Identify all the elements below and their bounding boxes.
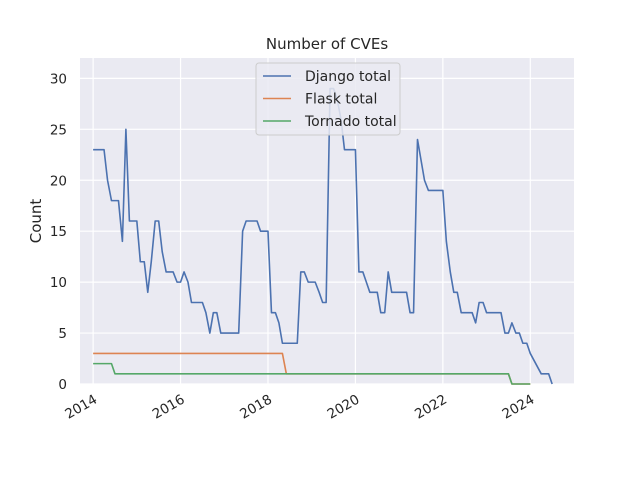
y-tick-labels: 0 5 10 15 20 25 30 — [50, 71, 67, 393]
y-tick-label: 25 — [50, 122, 67, 138]
y-axis-label: Count — [27, 199, 45, 244]
legend-label: Tornado total — [304, 114, 397, 130]
legend: Django total Flask total Tornado total — [255, 62, 401, 136]
x-tick-label: 2016 — [150, 392, 188, 423]
legend-label: Flask total — [305, 92, 377, 108]
legend-box — [255, 62, 401, 136]
chart-title: Number of CVEs — [266, 35, 388, 53]
y-tick-label: 20 — [50, 173, 67, 189]
x-tick-label: 2018 — [237, 392, 275, 423]
y-tick-label: 10 — [50, 275, 67, 291]
y-tick-label: 30 — [50, 71, 67, 87]
y-tick-label: 0 — [58, 377, 67, 393]
x-tick-labels: 2014 2016 2018 2020 2022 2024 — [62, 392, 537, 423]
x-tick-label: 2022 — [412, 392, 450, 423]
x-tick-label: 2024 — [500, 392, 538, 423]
series-line-django-total — [93, 87, 553, 385]
x-tick-label: 2014 — [62, 392, 100, 423]
y-tick-label: 15 — [50, 224, 67, 240]
x-tick-label: 2020 — [325, 392, 363, 423]
series-layer — [93, 87, 553, 385]
series-line-tornado-total — [93, 362, 531, 385]
y-tick-label: 5 — [58, 326, 67, 342]
legend-label: Django total — [305, 69, 391, 85]
